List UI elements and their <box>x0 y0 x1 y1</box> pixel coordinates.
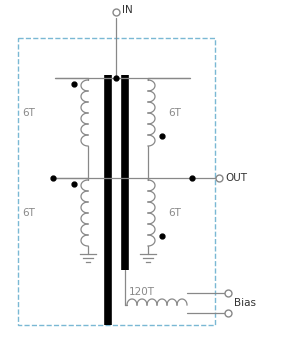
Text: IN: IN <box>122 5 133 15</box>
Text: 6T: 6T <box>22 208 35 218</box>
Text: 120T: 120T <box>129 287 155 297</box>
Text: OUT: OUT <box>225 173 247 183</box>
Text: 6T: 6T <box>22 108 35 118</box>
Text: Bias: Bias <box>234 298 256 308</box>
Text: 6T: 6T <box>168 108 181 118</box>
Text: 6T: 6T <box>168 208 181 218</box>
